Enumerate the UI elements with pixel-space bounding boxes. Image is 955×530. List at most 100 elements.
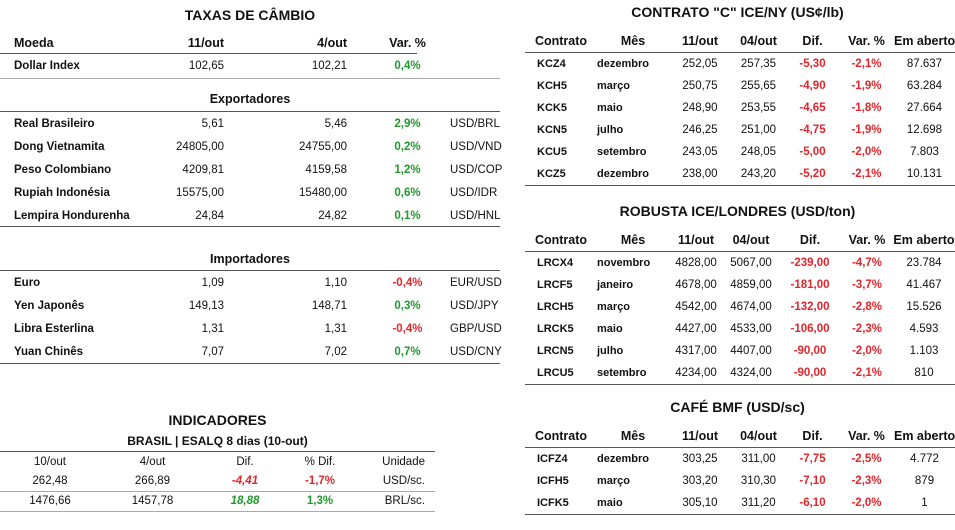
- contract-month: dezembro: [597, 453, 649, 465]
- fx-index-v1: 102,65: [188, 59, 224, 72]
- rate-change-pct: 0,3%: [394, 299, 421, 312]
- price-current: 4234,00: [675, 367, 717, 379]
- contract-code: LRCX4: [537, 257, 574, 269]
- open-interest: 4.593: [909, 323, 939, 335]
- rate-change-pct: 1,2%: [394, 163, 421, 176]
- bmf-row: ICFK5 maio 305,10 311,20 -6,10 -2,0% 1: [525, 492, 955, 514]
- ny-header-cell: Em aberto: [894, 34, 955, 48]
- contract-code: ICFK5: [537, 497, 569, 509]
- fx-row: Yen Japonês 149,13 148,71 0,3% USD/JPY: [0, 294, 500, 317]
- ny-row: KCU5 setembro 243,05 248,05 -5,00 -2,0% 7.803: [525, 141, 955, 163]
- bmf-header-cell: Dif.: [802, 429, 823, 443]
- fx-header-rule: [0, 53, 417, 54]
- indicator-diff: -4,41: [231, 475, 259, 487]
- price-current: 238,00: [682, 168, 718, 180]
- price-var-pct: -2,0%: [851, 146, 882, 158]
- open-interest: 87.637: [906, 58, 943, 70]
- contract-code: KCU5: [537, 146, 567, 158]
- contract-month: setembro: [597, 146, 647, 158]
- indicator-pct-diff: -1,7%: [304, 475, 336, 487]
- price-diff: -5,20: [799, 168, 826, 180]
- bmf-header-cell: Contrato: [534, 429, 588, 443]
- ny-header-cell: 11/out: [681, 34, 719, 48]
- bmf-header-cell: Em aberto: [894, 429, 955, 443]
- rob-row: LRCF5 janeiro 4678,00 4859,00 -181,00 -3,7% 41…: [525, 274, 955, 296]
- price-var-pct: -2,0%: [851, 497, 882, 509]
- currency-name: Rupiah Indonésia: [14, 186, 110, 199]
- price-previous: 310,30: [740, 475, 777, 487]
- bmf-header-cell: Var. %: [848, 429, 885, 443]
- open-interest: 10.131: [906, 168, 943, 180]
- bmf-row: ICFZ4 dezembro 303,25 311,00 -7,75 -2,5% 4.772: [525, 448, 955, 470]
- currency-pair: USD/BRL: [450, 117, 500, 130]
- price-previous: 4324,00: [730, 367, 772, 379]
- contract-month: maio: [597, 497, 623, 509]
- ny-row: KCZ5 dezembro 238,00 243,20 -5,20 -2,1% 10.131: [525, 163, 955, 185]
- price-diff: -90,00: [793, 345, 827, 357]
- fx-row: Dong Vietnamita 24805,00 24755,00 0,2% USD/V…: [0, 135, 502, 158]
- rate-change-pct: 0,1%: [394, 209, 421, 222]
- indicator-value-previous: 1457,78: [131, 495, 174, 507]
- contract-code: LRCU5: [537, 367, 574, 379]
- robusta-title: ROBUSTA ICE/LONDRES (USD/ton): [619, 203, 856, 219]
- indicators-header-cell: 10/out: [34, 456, 66, 468]
- fx-exporters-title: Exportadores: [209, 92, 291, 106]
- rate-current: 149,13: [188, 299, 224, 312]
- price-var-pct: -2,1%: [851, 58, 882, 70]
- price-diff: -181,00: [790, 279, 830, 291]
- price-var-pct: -2,0%: [851, 345, 883, 357]
- currency-pair: USD/CNY: [450, 345, 502, 358]
- ny-row: KCK5 maio 248,90 253,55 -4,65 -1,8% 27.664: [525, 97, 955, 119]
- fx-header-moeda: Moeda: [14, 35, 54, 50]
- rate-previous: 15480,00: [299, 186, 347, 199]
- fx-row: Euro 1,09 1,10 -0,4% EUR/USD: [0, 271, 502, 294]
- rate-current: 7,07: [201, 345, 224, 358]
- rob-row: LRCK5 maio 4427,00 4533,00 -106,00 -2,3% 4.593: [525, 318, 955, 340]
- fx-importers-title: Importadores: [210, 252, 290, 266]
- rob-header-cell: Contrato: [534, 233, 588, 247]
- rate-change-pct: 0,6%: [394, 186, 421, 199]
- currency-pair: EUR/USD: [450, 276, 502, 289]
- price-previous: 248,05: [740, 146, 777, 158]
- currency-name: Dong Vietnamita: [14, 140, 105, 153]
- indicator-value-previous: 266,89: [134, 475, 171, 487]
- bmf-row: ICFH5 março 303,20 310,30 -7,10 -2,3% 879: [525, 470, 955, 492]
- contract-code: ICFH5: [537, 475, 569, 487]
- contract-month: novembro: [597, 257, 651, 269]
- price-current: 4828,00: [675, 257, 717, 269]
- price-var-pct: -2,5%: [851, 453, 882, 465]
- rob-row: LRCU5 setembro 4234,00 4324,00 -90,00 -2,1% 81…: [525, 362, 955, 384]
- fx-row: Peso Colombiano 4209,81 4159,58 1,2% USD/COP: [0, 158, 502, 181]
- fx-row: Yuan Chinês 7,07 7,02 0,7% USD/CNY: [0, 340, 502, 363]
- contract-code: KCZ4: [537, 58, 566, 70]
- robusta-table: Contrato Mês 11/out 04/out Dif. Var. % Em aber…: [525, 229, 955, 389]
- contract-code: KCN5: [537, 124, 567, 136]
- contract-code: LRCF5: [537, 279, 573, 291]
- contract-month: março: [597, 301, 631, 313]
- price-diff: -132,00: [790, 301, 830, 313]
- price-current: 250,75: [682, 80, 718, 92]
- currency-name: Euro: [14, 276, 41, 289]
- price-var-pct: -2,8%: [851, 301, 883, 313]
- indicators-subtitle: BRASIL | ESALQ 8 dias (10-out): [127, 434, 308, 448]
- indicator-value-current: 262,48: [32, 475, 68, 487]
- price-var-pct: -2,1%: [851, 168, 882, 180]
- bmf-header-cell: 11/out: [681, 429, 719, 443]
- indicators-header: 10/out 4/out Dif. % Dif. Unidade: [0, 452, 435, 472]
- ny-header-cell: Dif.: [802, 34, 823, 48]
- contract-month: março: [597, 80, 631, 92]
- price-diff: -106,00: [790, 323, 830, 335]
- rob-row: LRCX4 novembro 4828,00 5067,00 -239,00 -4,7% 2…: [525, 252, 955, 274]
- rob-header-row: Contrato Mês 11/out 04/out Dif. Var. % Em aber…: [525, 229, 955, 251]
- fx-exporters-rule: [0, 111, 500, 112]
- price-previous: 4533,00: [730, 323, 772, 335]
- price-current: 303,25: [682, 453, 718, 465]
- fx-index-row: Dollar Index 102,65 102,21 0,4%: [0, 54, 500, 77]
- contract-month: maio: [597, 323, 623, 335]
- price-diff: -90,00: [793, 367, 827, 379]
- ny-header-row: Contrato Mês 11/out 04/out Dif. Var. % Em aber…: [525, 30, 955, 52]
- rate-current: 15575,00: [176, 186, 224, 199]
- indicators-header-cell: 4/out: [139, 456, 166, 468]
- contract-month: janeiro: [597, 279, 634, 291]
- price-previous: 311,20: [741, 497, 776, 509]
